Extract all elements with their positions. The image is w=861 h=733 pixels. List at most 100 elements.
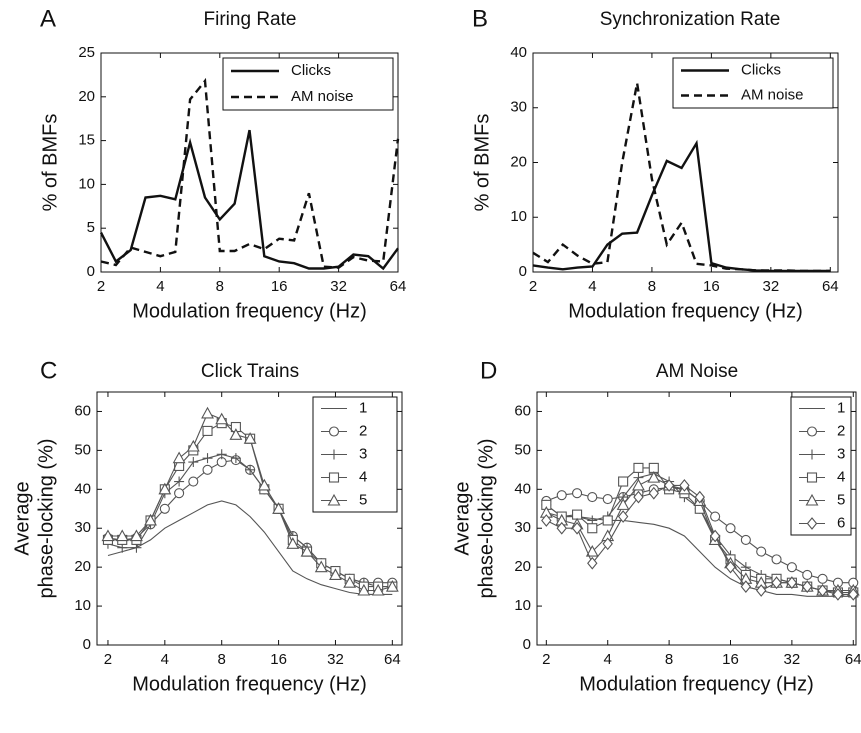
y-tick-label: 30 (74, 519, 91, 536)
legend-marker (806, 472, 818, 483)
y-axis-label: Average (451, 481, 473, 555)
marker (186, 439, 200, 452)
series-line (100, 77, 400, 269)
marker (602, 493, 613, 505)
y-tick-label: 0 (519, 263, 527, 280)
marker (602, 537, 613, 551)
legend-label: 1 (837, 399, 845, 416)
legend-box (222, 57, 394, 111)
y-tick-label: 30 (514, 519, 531, 536)
x-tick-label: 4 (161, 651, 169, 668)
marker (617, 510, 629, 523)
marker (272, 502, 286, 514)
chart-title: Click Trains (201, 361, 299, 382)
marker (585, 544, 599, 557)
marker (188, 457, 199, 468)
marker (725, 523, 736, 534)
panel-letter: C (40, 357, 57, 384)
marker (618, 476, 629, 487)
marker (817, 584, 828, 597)
y-tick-label: 40 (74, 480, 91, 497)
y-tick-label: 60 (514, 402, 531, 419)
marker (541, 514, 552, 527)
x-tick-label: 2 (542, 651, 550, 668)
marker (343, 576, 357, 588)
marker (817, 573, 828, 584)
panel-letter: B (472, 5, 488, 32)
marker (786, 562, 797, 573)
legend-label: AM noise (291, 88, 354, 105)
marker (633, 462, 644, 473)
y-tick-label: 30 (510, 99, 527, 116)
legend-marker (328, 472, 340, 483)
y-tick-label: 10 (74, 597, 91, 614)
x-tick-label: 64 (822, 278, 839, 295)
y-tick-label: 40 (514, 480, 531, 497)
marker (710, 511, 721, 522)
x-tick-label: 64 (384, 651, 401, 668)
series-line (99, 129, 399, 271)
series-line (532, 82, 831, 273)
legend-label: 2 (837, 422, 845, 439)
marker (556, 490, 567, 501)
marker (587, 492, 598, 503)
marker (174, 488, 185, 499)
legend-box (312, 396, 398, 513)
marker (756, 546, 767, 557)
legend-marker (329, 449, 339, 460)
legend-label: 2 (359, 422, 367, 439)
y-tick-label: 0 (83, 636, 91, 653)
x-tick-label: 16 (270, 651, 287, 668)
legend-label: Clicks (741, 61, 781, 78)
y-tick-label: 0 (87, 263, 95, 280)
y-axis-label: phase-locking (%) (475, 438, 497, 598)
y-tick-label: 10 (510, 208, 527, 225)
x-tick-label: 32 (763, 278, 780, 295)
marker (755, 584, 767, 597)
x-tick-label: 8 (665, 651, 673, 668)
marker (647, 470, 661, 483)
marker (786, 576, 798, 590)
y-axis-label: phase-locking (%) (35, 438, 57, 598)
legend-marker (807, 449, 817, 460)
legend-marker (806, 426, 818, 437)
legend-label: 3 (359, 445, 367, 462)
panel-letter: A (40, 5, 56, 32)
y-tick-label: 10 (78, 175, 95, 192)
marker (329, 568, 342, 580)
marker (188, 476, 199, 487)
y-tick-label: 60 (74, 402, 91, 419)
marker (130, 529, 143, 542)
marker (314, 560, 328, 573)
x-axis-label: Modulation frequency (Hz) (132, 673, 367, 695)
marker (230, 453, 241, 464)
legend-marker (328, 426, 340, 437)
marker (679, 479, 690, 492)
y-tick-label: 50 (74, 441, 91, 458)
marker (587, 556, 598, 570)
marker (202, 464, 213, 475)
marker (174, 476, 185, 487)
y-axis-label: Average (11, 481, 33, 555)
x-tick-label: 16 (271, 278, 288, 295)
plot-frame (100, 52, 399, 273)
marker (633, 490, 644, 504)
y-tick-label: 25 (78, 44, 95, 61)
x-tick-label: 8 (648, 278, 656, 295)
x-axis-label: Modulation frequency (Hz) (579, 673, 814, 695)
series-line (532, 139, 831, 273)
marker (802, 580, 813, 593)
legend-marker (806, 517, 818, 530)
plot-frame (536, 391, 857, 646)
marker (371, 583, 385, 596)
y-tick-label: 50 (514, 441, 531, 458)
marker (616, 498, 630, 510)
legend-marker (805, 493, 819, 506)
legend-label: 1 (359, 399, 367, 416)
marker (694, 490, 705, 504)
x-tick-label: 4 (156, 278, 164, 295)
legend-label: 4 (359, 468, 367, 485)
marker (201, 406, 214, 419)
marker (300, 544, 314, 557)
